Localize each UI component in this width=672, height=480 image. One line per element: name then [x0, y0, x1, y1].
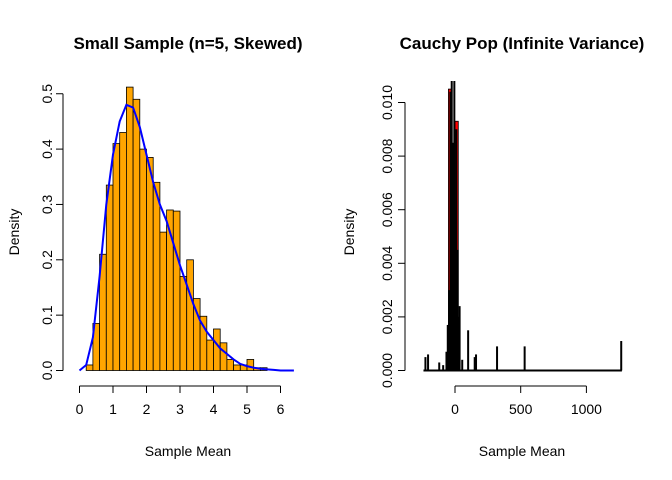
x-tick-label: 4 — [210, 401, 218, 417]
histogram-bar — [246, 359, 255, 371]
histogram-bar — [226, 359, 234, 371]
y-tick-label: 0.008 — [379, 138, 395, 173]
x-tick-label: 1000 — [571, 401, 602, 417]
histogram-bar — [213, 328, 221, 371]
y-tick-label: 0.002 — [379, 299, 395, 334]
y-tick-label: 0.1 — [39, 305, 55, 325]
histogram-bar — [159, 231, 167, 371]
y-tick-label: 0.5 — [39, 84, 55, 104]
y-tick-label: 0.3 — [39, 195, 55, 215]
y-tick-label: 0.006 — [379, 192, 395, 227]
x-tick-label: 5 — [243, 401, 251, 417]
chart-title: Cauchy Pop (Infinite Variance) — [400, 34, 645, 53]
x-tick-label: 0 — [451, 401, 459, 417]
y-tick-label: 0.004 — [379, 246, 395, 281]
histogram-bar — [132, 98, 141, 371]
y-tick-label: 0.2 — [39, 250, 55, 270]
histogram-bar — [206, 339, 214, 371]
y-axis-label: Density — [341, 209, 357, 256]
chart-title: Small Sample (n=5, Skewed) — [73, 34, 302, 53]
y-tick-label: 0.000 — [379, 353, 395, 388]
y-tick-label: 0.0 — [39, 361, 55, 381]
x-axis-label: Sample Mean — [479, 443, 565, 459]
y-tick-label: 0.010 — [379, 85, 395, 120]
density-curve-line — [78, 103, 294, 372]
y-tick-label: 0.4 — [39, 139, 55, 159]
histogram-bar — [233, 364, 241, 371]
x-tick-label: 0 — [76, 401, 84, 417]
x-tick-label: 3 — [176, 401, 184, 417]
histogram-bar — [105, 184, 114, 371]
histogram-bar — [172, 210, 181, 371]
histogram-bar — [85, 364, 94, 371]
x-tick-label: 2 — [143, 401, 151, 417]
histogram-bar — [179, 276, 188, 371]
right-histogram-panel: Cauchy Pop (Infinite Variance) Sample Me… — [341, 34, 644, 459]
histogram-bar — [126, 86, 134, 371]
x-tick-label: 500 — [509, 401, 533, 417]
histogram-bar — [139, 148, 147, 371]
histogram-bar — [186, 259, 194, 371]
histogram-bar — [192, 298, 201, 371]
histogram-bar — [112, 143, 121, 371]
left-histogram-panel: Small Sample (n=5, Skewed) Sample Mean D… — [6, 34, 303, 459]
histogram-bar — [146, 157, 154, 371]
histogram-bar — [152, 181, 161, 371]
x-tick-label: 6 — [277, 401, 285, 417]
y-axis-label: Density — [6, 209, 22, 256]
x-axis-label: Sample Mean — [145, 443, 231, 459]
x-tick-label: 1 — [109, 401, 117, 417]
histogram-bar — [219, 342, 228, 371]
histogram-bar — [119, 132, 127, 371]
